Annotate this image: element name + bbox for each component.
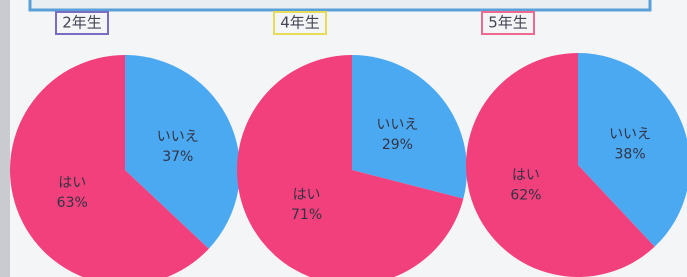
slice-value-label: 29%	[382, 137, 413, 153]
slice-label: はい	[58, 175, 86, 191]
slice-label: いいえ	[157, 129, 199, 145]
banner	[30, 0, 650, 10]
slice-value-label: 37%	[162, 149, 193, 165]
slice-label: いいえ	[609, 126, 651, 142]
slice-value-label: 71%	[291, 207, 322, 223]
pie-title: 2年生	[62, 14, 102, 32]
edge	[0, 0, 10, 277]
slice-value-label: 62%	[510, 188, 541, 204]
slice-label: はい	[512, 168, 540, 184]
poster: 2年生いいえ 37% はい 63% 4年生いいえ 29% はい 71% 5年生いいえ 38% はい 6…	[0, 0, 687, 277]
page: 2年生いいえ 37% はい 63% 4年生いいえ 29% はい 71% 5年生いいえ 38% はい 6…	[0, 0, 687, 277]
pie-title: 5年生	[488, 14, 528, 32]
pie-title: 4年生	[280, 14, 320, 32]
slice-label: はい	[293, 187, 321, 203]
slice-value-label: 63%	[57, 195, 88, 211]
slice-value-label: 38%	[615, 146, 646, 162]
slice-label: いいえ	[376, 117, 418, 133]
